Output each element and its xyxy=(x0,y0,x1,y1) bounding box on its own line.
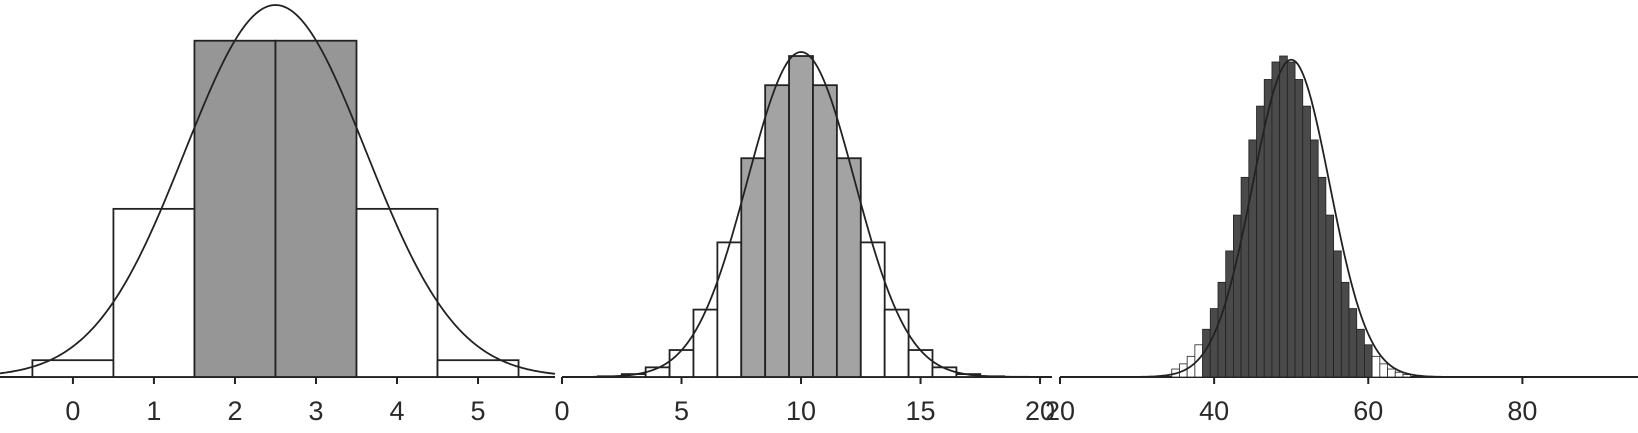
x-tick-label: 20 xyxy=(1025,396,1055,426)
bars-group xyxy=(596,55,1030,378)
x-tick-label: 15 xyxy=(906,396,936,426)
x-tick-label: 4 xyxy=(389,396,404,426)
panel-2: 0 5 10 15 20 xyxy=(554,51,1055,426)
histogram-bar xyxy=(1233,214,1242,378)
x-tick-label: 80 xyxy=(1507,396,1537,426)
histogram-bar xyxy=(274,39,358,378)
histogram-bar xyxy=(1387,368,1396,378)
x-tick-label: 0 xyxy=(65,396,80,426)
x-tick-label: 5 xyxy=(471,396,486,426)
histogram-bar xyxy=(1317,176,1327,378)
histogram-bar xyxy=(1209,308,1219,378)
histogram-bar xyxy=(1325,214,1334,378)
histogram-bar xyxy=(112,207,196,378)
x-ticks-group: 0 5 10 15 20 xyxy=(554,377,1055,426)
histogram-bar xyxy=(907,349,934,378)
histogram-bar xyxy=(764,84,790,378)
normal-curve xyxy=(561,51,1052,378)
histogram-bar xyxy=(692,308,719,378)
normal-curve xyxy=(0,4,556,375)
histogram-bar xyxy=(1302,105,1311,378)
bars-group xyxy=(31,39,520,378)
x-tick-label: 60 xyxy=(1353,396,1383,426)
histogram-bar xyxy=(788,55,814,378)
histogram-bar xyxy=(668,349,695,378)
histogram-bar xyxy=(1294,79,1304,378)
histogram-bar xyxy=(1286,61,1296,378)
panel-3: 20 40 60 80 xyxy=(1045,55,1638,426)
histogram-bar xyxy=(859,241,886,378)
histogram-bar xyxy=(1348,308,1358,378)
histogram-bar xyxy=(1279,55,1288,378)
histogram-bar xyxy=(1271,61,1281,378)
histogram-bar xyxy=(193,39,277,378)
histogram-bar xyxy=(1394,371,1404,378)
x-tick-label: 2 xyxy=(227,396,242,426)
histogram-bar xyxy=(812,84,838,378)
histogram-bar xyxy=(1225,250,1234,378)
x-tick-label: 1 xyxy=(146,396,161,426)
x-tick-label: 0 xyxy=(554,396,569,426)
normal-curve xyxy=(1060,58,1638,378)
histogram-bar xyxy=(1379,363,1388,378)
histogram-bar xyxy=(1364,344,1373,378)
histogram-bar xyxy=(1340,281,1350,378)
x-tick-label: 40 xyxy=(1199,396,1229,426)
x-tick-label: 20 xyxy=(1045,396,1075,426)
histogram-bar xyxy=(1371,355,1381,378)
histogram-bar xyxy=(1402,374,1412,378)
x-tick-label: 5 xyxy=(674,396,689,426)
panel-1: 0 1 2 3 4 5 xyxy=(0,4,556,426)
x-ticks-group: 20 40 60 80 xyxy=(1045,377,1537,426)
histogram-bar xyxy=(1356,328,1365,378)
bars-group xyxy=(1171,55,1412,378)
histogram-bar xyxy=(355,207,439,378)
x-ticks-group: 0 1 2 3 4 5 xyxy=(65,377,486,426)
histogram-bar xyxy=(716,241,743,378)
histogram-bar xyxy=(1333,250,1342,378)
histogram-bar xyxy=(1310,139,1319,378)
histogram-bar xyxy=(1217,281,1227,378)
x-tick-label: 3 xyxy=(308,396,323,426)
histogram-bar xyxy=(883,308,910,378)
x-tick-label: 10 xyxy=(786,396,816,426)
